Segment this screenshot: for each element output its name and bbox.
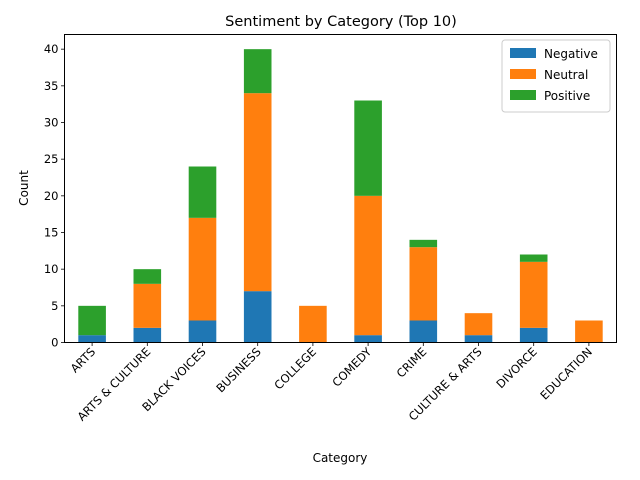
x-tick-label: COMEDY bbox=[329, 344, 375, 390]
x-tick-label: EDUCATION bbox=[537, 345, 595, 403]
bar-neutral-4 bbox=[299, 305, 327, 343]
y-tick-label: 0 bbox=[51, 336, 58, 350]
x-tick-label: COLLEGE bbox=[271, 345, 319, 393]
bar-negative-1 bbox=[133, 327, 162, 343]
bar-neutral-2 bbox=[188, 217, 217, 321]
x-tick-label: DIVORCE bbox=[493, 345, 539, 391]
bar-positive-2 bbox=[188, 166, 217, 218]
bar-negative-0 bbox=[78, 335, 106, 343]
bar-positive-0 bbox=[78, 305, 106, 336]
bar-negative-2 bbox=[188, 320, 217, 343]
legend-label-positive: Positive bbox=[544, 89, 590, 103]
bars-group bbox=[78, 49, 603, 343]
y-tick-label: 25 bbox=[44, 152, 59, 166]
bar-positive-3 bbox=[243, 49, 272, 94]
y-tick-label: 20 bbox=[44, 189, 59, 203]
y-tick-label: 10 bbox=[44, 262, 59, 276]
bar-negative-5 bbox=[354, 335, 382, 343]
bar-negative-6 bbox=[409, 320, 438, 343]
bar-neutral-3 bbox=[243, 93, 272, 292]
legend-swatch-positive bbox=[510, 90, 536, 100]
legend: Negative Neutral Positive bbox=[501, 39, 611, 113]
bar-negative-8 bbox=[519, 327, 548, 343]
bar-positive-1 bbox=[133, 269, 162, 284]
legend-label-neutral: Neutral bbox=[544, 68, 588, 82]
bar-neutral-7 bbox=[464, 313, 493, 336]
y-tick-label: 30 bbox=[44, 116, 59, 130]
legend-label-negative: Negative bbox=[544, 47, 598, 61]
bar-positive-8 bbox=[519, 254, 548, 262]
legend-swatch-neutral bbox=[510, 69, 536, 79]
bar-neutral-8 bbox=[519, 261, 548, 328]
y-axis-ticks: 0 5 10 15 20 25 30 35 40 bbox=[44, 42, 65, 350]
y-tick-label: 15 bbox=[44, 226, 59, 240]
x-axis-label: Category bbox=[313, 451, 368, 465]
y-axis-label: Count bbox=[17, 170, 31, 206]
bar-negative-3 bbox=[243, 291, 272, 343]
plot-frame bbox=[64, 34, 617, 343]
bar-neutral-6 bbox=[409, 247, 438, 321]
y-tick-label: 5 bbox=[51, 299, 58, 313]
bar-positive-6 bbox=[409, 239, 438, 248]
bar-neutral-9 bbox=[575, 320, 603, 343]
bar-negative-7 bbox=[464, 335, 493, 343]
legend-swatch-negative bbox=[510, 48, 536, 58]
x-tick-label: BUSINESS bbox=[213, 345, 264, 396]
y-tick-label: 40 bbox=[44, 42, 59, 56]
bar-neutral-1 bbox=[133, 283, 162, 328]
bar-positive-5 bbox=[354, 100, 382, 196]
y-tick-label: 35 bbox=[44, 79, 59, 93]
x-tick-label: CRIME bbox=[394, 345, 430, 381]
bar-neutral-5 bbox=[354, 195, 382, 336]
x-tick-label: ARTS bbox=[68, 345, 99, 376]
chart-title: Sentiment by Category (Top 10) bbox=[225, 14, 457, 30]
